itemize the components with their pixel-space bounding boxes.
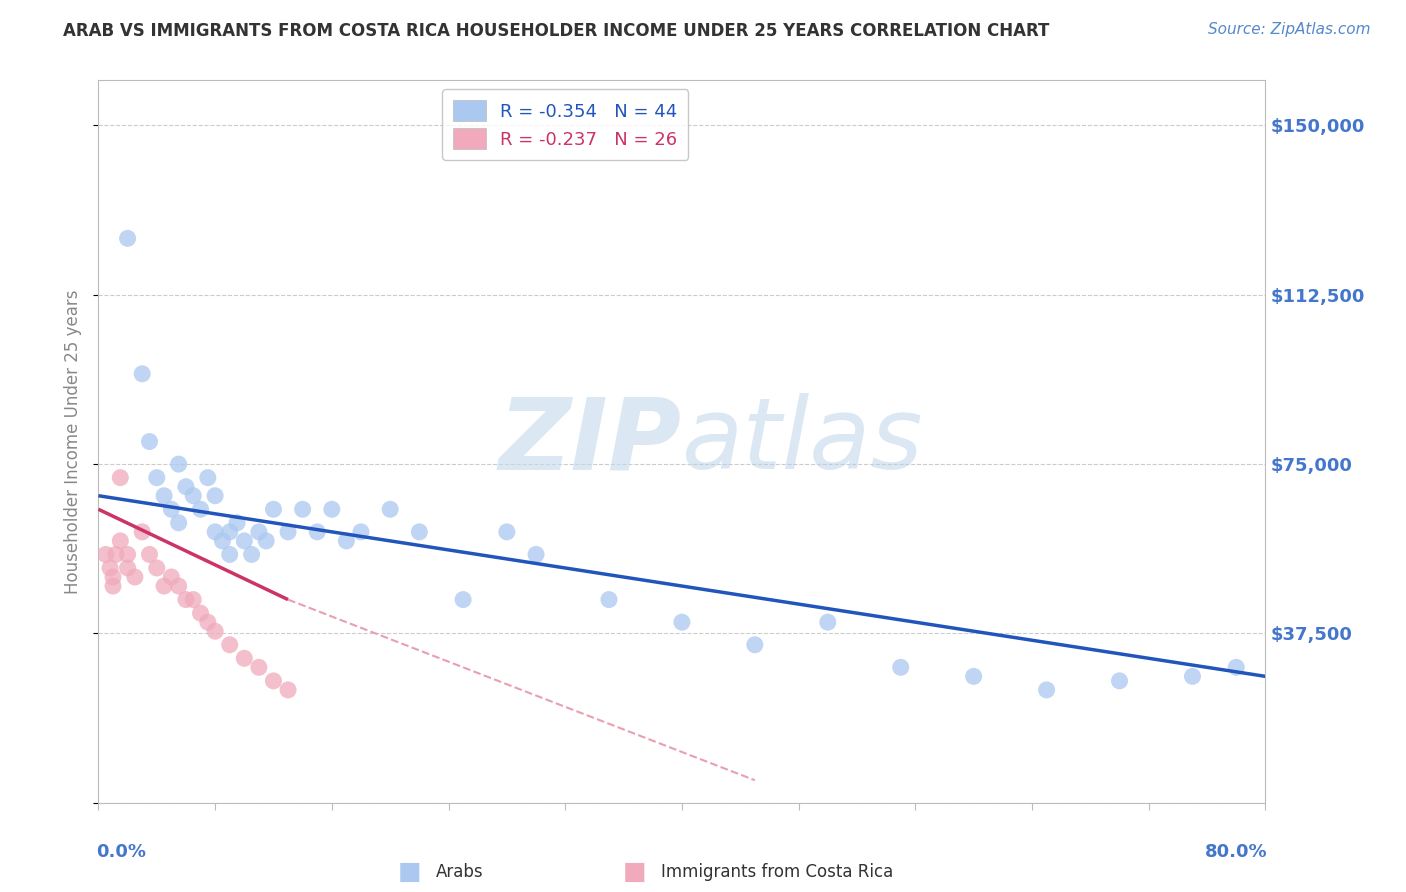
- Point: [124, 570, 146, 584]
- Point: [101, 570, 124, 584]
- Point: [451, 592, 474, 607]
- Point: [496, 524, 519, 539]
- Point: [131, 524, 153, 539]
- Point: [167, 516, 190, 530]
- Point: [380, 502, 402, 516]
- Point: [153, 489, 176, 503]
- Point: [233, 651, 256, 665]
- Point: [233, 533, 256, 548]
- Point: [101, 579, 124, 593]
- Point: [263, 673, 285, 688]
- Point: [218, 548, 240, 562]
- Point: [117, 231, 139, 245]
- Text: 0.0%: 0.0%: [96, 843, 146, 861]
- Point: [110, 533, 132, 548]
- Y-axis label: Householder Income Under 25 years: Householder Income Under 25 years: [65, 289, 83, 594]
- Point: [190, 606, 212, 620]
- Point: [197, 470, 219, 484]
- Text: ■: ■: [398, 861, 422, 884]
- Point: [146, 561, 169, 575]
- Point: [254, 533, 277, 548]
- Point: [277, 524, 299, 539]
- Point: [218, 524, 240, 539]
- Point: [204, 489, 226, 503]
- Text: Immigrants from Costa Rica: Immigrants from Costa Rica: [661, 863, 893, 881]
- Point: [1108, 673, 1130, 688]
- Point: [204, 524, 226, 539]
- Point: [117, 548, 139, 562]
- Point: [160, 570, 183, 584]
- Point: [98, 561, 121, 575]
- Text: Source: ZipAtlas.com: Source: ZipAtlas.com: [1208, 22, 1371, 37]
- Point: [240, 548, 263, 562]
- Point: [277, 682, 299, 697]
- Point: [167, 457, 190, 471]
- Point: [890, 660, 912, 674]
- Point: [181, 489, 204, 503]
- Point: [104, 548, 127, 562]
- Point: [218, 638, 240, 652]
- Point: [307, 524, 329, 539]
- Point: [335, 533, 357, 548]
- Point: [153, 579, 176, 593]
- Point: [291, 502, 314, 516]
- Text: Arabs: Arabs: [436, 863, 484, 881]
- Point: [181, 592, 204, 607]
- Point: [117, 561, 139, 575]
- Point: [167, 579, 190, 593]
- Point: [598, 592, 620, 607]
- Point: [174, 480, 197, 494]
- Point: [1035, 682, 1057, 697]
- Point: [263, 502, 285, 516]
- Text: 80.0%: 80.0%: [1205, 843, 1268, 861]
- Point: [350, 524, 373, 539]
- Point: [94, 548, 117, 562]
- Legend: R = -0.354   N = 44, R = -0.237   N = 26: R = -0.354 N = 44, R = -0.237 N = 26: [443, 89, 688, 160]
- Point: [524, 548, 547, 562]
- Point: [408, 524, 430, 539]
- Point: [744, 638, 766, 652]
- Text: ■: ■: [623, 861, 647, 884]
- Point: [160, 502, 183, 516]
- Point: [321, 502, 343, 516]
- Point: [138, 548, 160, 562]
- Point: [962, 669, 984, 683]
- Point: [190, 502, 212, 516]
- Text: ARAB VS IMMIGRANTS FROM COSTA RICA HOUSEHOLDER INCOME UNDER 25 YEARS CORRELATION: ARAB VS IMMIGRANTS FROM COSTA RICA HOUSE…: [63, 22, 1050, 40]
- Point: [174, 592, 197, 607]
- Text: atlas: atlas: [682, 393, 924, 490]
- Point: [226, 516, 249, 530]
- Point: [110, 470, 132, 484]
- Point: [204, 624, 226, 639]
- Point: [138, 434, 160, 449]
- Point: [247, 660, 270, 674]
- Point: [211, 533, 233, 548]
- Point: [146, 470, 169, 484]
- Point: [1181, 669, 1204, 683]
- Point: [247, 524, 270, 539]
- Text: ZIP: ZIP: [499, 393, 682, 490]
- Point: [131, 367, 153, 381]
- Point: [671, 615, 693, 630]
- Point: [817, 615, 839, 630]
- Point: [1225, 660, 1247, 674]
- Point: [197, 615, 219, 630]
